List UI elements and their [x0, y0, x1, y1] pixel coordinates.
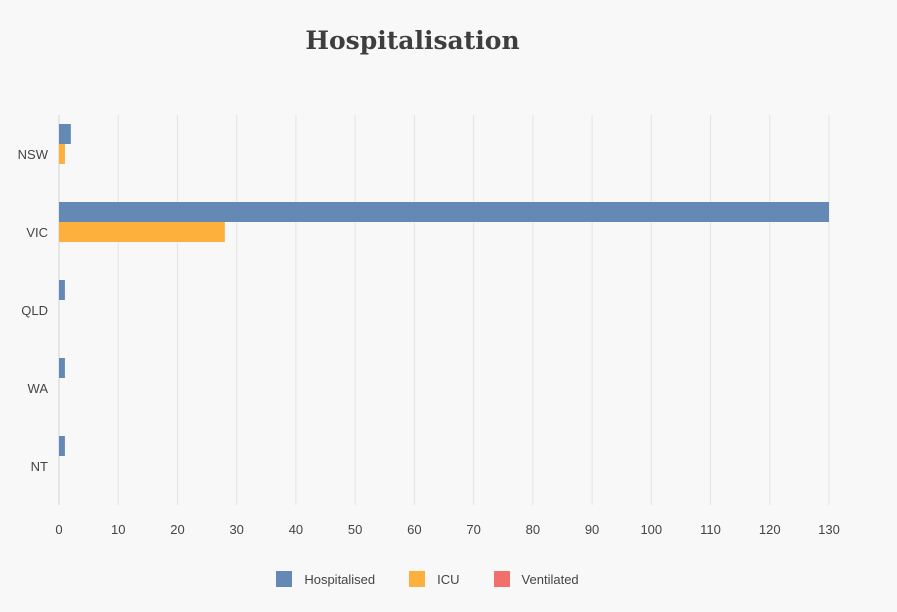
- y-category-label: WA: [28, 381, 49, 396]
- legend-label: Ventilated: [521, 571, 579, 587]
- legend-label: ICU: [437, 571, 460, 587]
- x-tick-label: 90: [585, 522, 599, 537]
- chart-legend: Hospitalised ICU Ventilated: [0, 571, 855, 587]
- legend-item-icu[interactable]: ICU: [409, 571, 460, 587]
- x-tick-label: 50: [348, 522, 362, 537]
- x-tick-label: 10: [111, 522, 125, 537]
- x-tick-label: 70: [466, 522, 480, 537]
- legend-swatch: [276, 571, 293, 587]
- legend-item-ventilated[interactable]: Ventilated: [493, 571, 579, 587]
- bar-hospitalised-wa: [59, 358, 65, 378]
- bar-icu-vic: [59, 222, 225, 242]
- legend-item-hospitalised[interactable]: Hospitalised: [276, 571, 375, 587]
- y-category-label: NSW: [18, 147, 49, 162]
- bar-hospitalised-nsw: [59, 124, 71, 144]
- legend-swatch: [409, 571, 426, 587]
- legend-swatch: [493, 571, 510, 587]
- x-tick-label: 30: [229, 522, 243, 537]
- bar-hospitalised-qld: [59, 280, 65, 300]
- bar-hospitalised-nt: [59, 436, 65, 456]
- y-category-label: VIC: [26, 225, 48, 240]
- x-tick-label: 60: [407, 522, 421, 537]
- x-tick-label: 40: [289, 522, 303, 537]
- x-tick-label: 110: [700, 522, 721, 537]
- bar-hospitalised-vic: [59, 202, 829, 222]
- x-tick-label: 130: [818, 522, 840, 537]
- x-tick-label: 120: [759, 522, 781, 537]
- x-tick-label: 0: [55, 522, 62, 537]
- y-category-label: QLD: [21, 303, 48, 318]
- x-tick-label: 80: [526, 522, 540, 537]
- chart-title: Hospitalisation: [305, 26, 520, 55]
- y-category-label: NT: [31, 459, 48, 474]
- legend-label: Hospitalised: [304, 571, 376, 587]
- bar-icu-nsw: [59, 144, 65, 164]
- x-tick-label: 100: [640, 522, 662, 537]
- x-tick-label: 20: [170, 522, 184, 537]
